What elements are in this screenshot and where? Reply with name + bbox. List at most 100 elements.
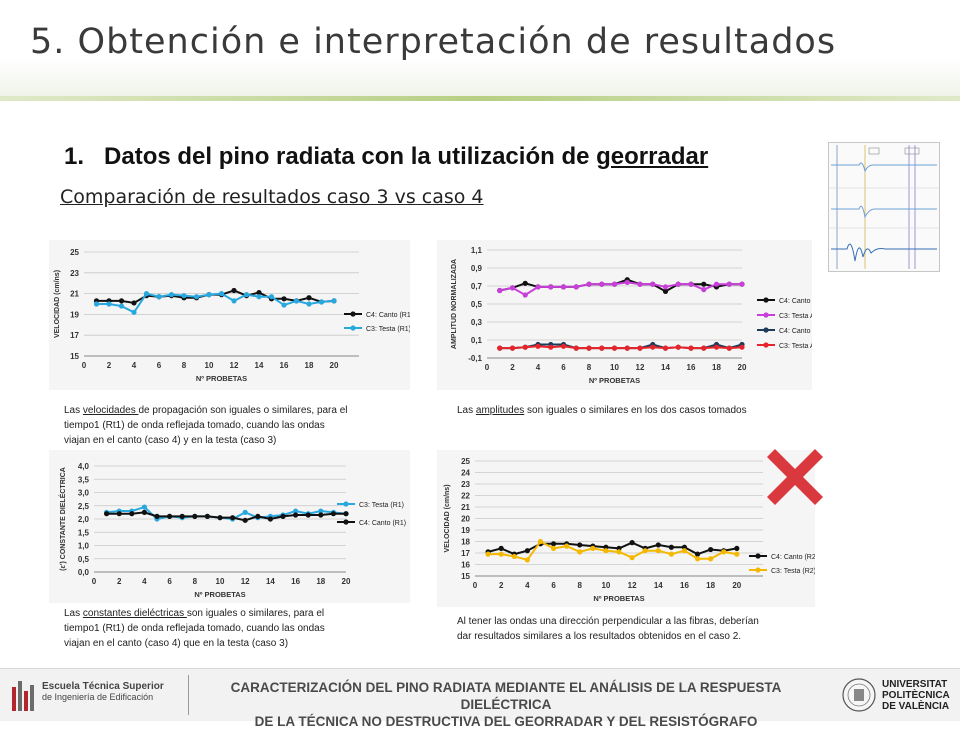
x-tick-label: 12 <box>241 577 250 586</box>
x-tick-label: 18 <box>316 577 325 586</box>
caption-text: Las <box>64 608 83 619</box>
data-point <box>599 281 605 287</box>
y-tick-label: 0,3 <box>471 318 483 327</box>
data-point <box>708 546 714 553</box>
data-point <box>535 343 541 349</box>
data-point <box>734 545 740 551</box>
x-tick-label: 20 <box>738 363 747 372</box>
legend-entry: C3: Testa A(R1) <box>779 343 812 350</box>
footer-title-line: CARACTERIZACIÓN DEL PINO RADIATA MEDIANT… <box>230 680 782 712</box>
y-tick-label: 15 <box>70 352 79 361</box>
school-line: de Ingeniería de Edificación <box>42 692 154 702</box>
data-point <box>293 512 299 518</box>
data-point <box>537 538 544 545</box>
y-tick-label: 20 <box>461 515 470 524</box>
data-point <box>624 279 630 285</box>
data-point <box>586 345 592 351</box>
data-point <box>577 549 583 555</box>
chart-amplitude-svg: -0,1 0,1 0,3 0,5 0,7 0,9 1,1 0 2 4 6 8 10 12 14 16 18 20 N… <box>451 246 812 385</box>
y-tick-label: 3,5 <box>78 475 90 484</box>
data-point <box>330 511 336 517</box>
radargram-thumbnail <box>828 142 940 272</box>
data-point <box>509 345 516 351</box>
data-point <box>522 344 528 350</box>
data-point <box>603 548 609 554</box>
data-point <box>268 294 275 300</box>
y-tick-label: 21 <box>70 290 79 299</box>
data-point <box>498 545 504 551</box>
y-tick-label: 21 <box>461 503 470 512</box>
university-name: UNIVERSITAT POLITÈCNICA DE VALÈNCIA <box>882 679 950 712</box>
x-tick-label: 14 <box>255 361 264 370</box>
data-point <box>694 556 701 562</box>
data-point <box>734 551 740 557</box>
data-point <box>655 542 661 548</box>
data-point <box>204 513 210 519</box>
data-point <box>662 284 669 290</box>
data-point <box>343 511 349 517</box>
y-tick-label: 24 <box>461 469 470 478</box>
legend-marker <box>350 325 356 331</box>
data-point <box>577 542 583 548</box>
x-axis-label: Nº PROBETAS <box>589 376 640 385</box>
heading-text: Datos del pino radiata con la utilizació… <box>104 143 597 170</box>
data-point <box>662 345 669 351</box>
y-tick-label: 18 <box>461 538 470 547</box>
data-point <box>116 511 122 517</box>
caption-amplitudes: Las amplitudes son iguales o similares e… <box>457 403 817 418</box>
data-point <box>550 545 557 551</box>
university-seal-icon <box>842 677 876 713</box>
data-point <box>129 511 135 517</box>
x-tick-label: 16 <box>280 361 289 370</box>
y-tick-label: 19 <box>70 310 79 319</box>
data-point <box>305 512 311 518</box>
data-point <box>629 540 635 546</box>
data-point <box>255 513 261 519</box>
data-point <box>306 295 312 301</box>
data-point <box>701 345 707 351</box>
data-point <box>231 298 237 304</box>
caption-text: viajan en el canto (caso 4) que en la te… <box>64 638 289 649</box>
school-line: Escuela Técnica Superior <box>42 681 164 692</box>
data-point <box>573 284 579 290</box>
data-point <box>217 515 223 521</box>
y-axis-label: VELOCIDAD (cm/ns) <box>54 270 61 338</box>
data-point <box>168 292 175 298</box>
caption-underlined: constantes dieléctricas <box>82 608 187 619</box>
x-tick-label: 12 <box>230 361 239 370</box>
data-point <box>713 344 720 350</box>
y-tick-label: 0,9 <box>471 264 483 273</box>
x-tick-label: 6 <box>551 581 556 590</box>
x-tick-label: 6 <box>167 577 172 586</box>
caption-text: de propagación son iguales o similares, … <box>138 405 348 416</box>
chart-velocity-r2: 15 16 17 18 19 20 21 22 23 24 25 0 2 4 6 8 10 12 14 16 18 20 N… <box>437 450 815 607</box>
caption-text: son iguales o similares, para el <box>186 608 325 619</box>
caption-underlined: amplitudes <box>475 405 525 416</box>
data-point <box>331 298 337 304</box>
y-tick-label: 19 <box>461 526 470 535</box>
x-tick-label: 6 <box>561 363 566 372</box>
x-tick-label: 2 <box>107 361 112 370</box>
data-point <box>721 549 727 555</box>
data-point <box>306 301 312 307</box>
data-point <box>675 281 681 287</box>
legend-marker <box>763 297 769 303</box>
data-point <box>118 298 125 304</box>
data-point <box>611 345 618 351</box>
data-point <box>708 556 714 562</box>
y-tick-label: 1,0 <box>78 542 90 551</box>
legend-entry: C4: Canto A(D) <box>779 298 812 305</box>
x-tick-label: 8 <box>193 577 198 586</box>
caption-text: Las <box>457 405 476 416</box>
y-tick-label: 0,7 <box>471 282 483 291</box>
data-point <box>681 548 688 554</box>
x-tick-label: 16 <box>687 363 696 372</box>
y-tick-label: 0,5 <box>471 300 483 309</box>
data-point <box>655 548 661 554</box>
x-tick-label: 14 <box>266 577 275 586</box>
x-tick-label: 16 <box>680 581 689 590</box>
data-point <box>106 301 112 307</box>
data-point <box>104 511 110 517</box>
x-tick-label: 20 <box>732 581 741 590</box>
data-point <box>590 545 596 551</box>
